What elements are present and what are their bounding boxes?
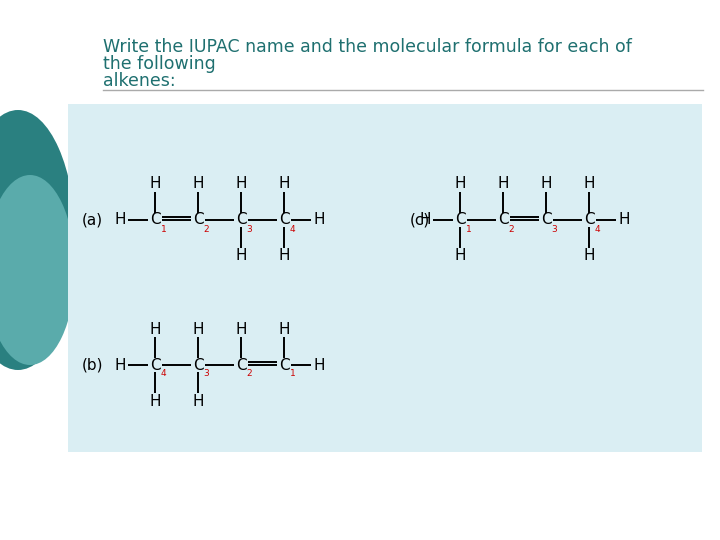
Text: 4: 4 xyxy=(289,225,295,233)
Text: 3: 3 xyxy=(204,369,210,379)
Text: H: H xyxy=(313,357,325,373)
Text: H: H xyxy=(313,213,325,227)
Text: C: C xyxy=(150,213,161,227)
Text: C: C xyxy=(584,213,594,227)
Text: H: H xyxy=(114,213,126,227)
Text: H: H xyxy=(278,177,289,192)
Text: H: H xyxy=(192,177,204,192)
Text: Write the IUPAC name and the molecular formula for each of: Write the IUPAC name and the molecular f… xyxy=(103,38,632,56)
Text: H: H xyxy=(278,321,289,336)
Text: C: C xyxy=(455,213,465,227)
Text: 1: 1 xyxy=(466,225,472,233)
Text: H: H xyxy=(235,321,247,336)
Text: H: H xyxy=(235,248,247,264)
Text: H: H xyxy=(149,394,161,408)
Text: 1: 1 xyxy=(289,369,295,379)
Text: (c): (c) xyxy=(410,213,431,227)
Text: H: H xyxy=(498,177,509,192)
Text: H: H xyxy=(540,177,552,192)
Text: the following: the following xyxy=(103,55,216,73)
Text: 3: 3 xyxy=(552,225,557,233)
Text: H: H xyxy=(583,248,595,264)
Text: H: H xyxy=(618,213,630,227)
Text: 4: 4 xyxy=(595,225,600,233)
Text: H: H xyxy=(149,321,161,336)
Text: C: C xyxy=(235,357,246,373)
Text: C: C xyxy=(193,213,203,227)
Text: 1: 1 xyxy=(161,225,166,233)
Text: H: H xyxy=(149,177,161,192)
Text: alkenes:: alkenes: xyxy=(103,72,176,90)
Text: H: H xyxy=(454,248,466,264)
Text: 4: 4 xyxy=(161,369,166,379)
Ellipse shape xyxy=(0,110,76,370)
Ellipse shape xyxy=(0,175,75,365)
Text: C: C xyxy=(235,213,246,227)
Text: H: H xyxy=(114,357,126,373)
Text: C: C xyxy=(279,357,289,373)
Text: C: C xyxy=(541,213,552,227)
Text: H: H xyxy=(454,177,466,192)
Text: H: H xyxy=(192,321,204,336)
Text: C: C xyxy=(193,357,203,373)
Text: (a): (a) xyxy=(82,213,103,227)
Text: C: C xyxy=(150,357,161,373)
Text: (b): (b) xyxy=(82,357,104,373)
Text: 3: 3 xyxy=(246,225,252,233)
Text: 2: 2 xyxy=(508,225,514,233)
Text: H: H xyxy=(278,248,289,264)
Bar xyxy=(68,104,702,452)
Text: 2: 2 xyxy=(204,225,209,233)
Text: 2: 2 xyxy=(246,369,252,379)
Text: H: H xyxy=(583,177,595,192)
Text: H: H xyxy=(192,394,204,408)
Text: H: H xyxy=(235,177,247,192)
Text: H: H xyxy=(419,213,431,227)
Text: C: C xyxy=(279,213,289,227)
Text: C: C xyxy=(498,213,508,227)
